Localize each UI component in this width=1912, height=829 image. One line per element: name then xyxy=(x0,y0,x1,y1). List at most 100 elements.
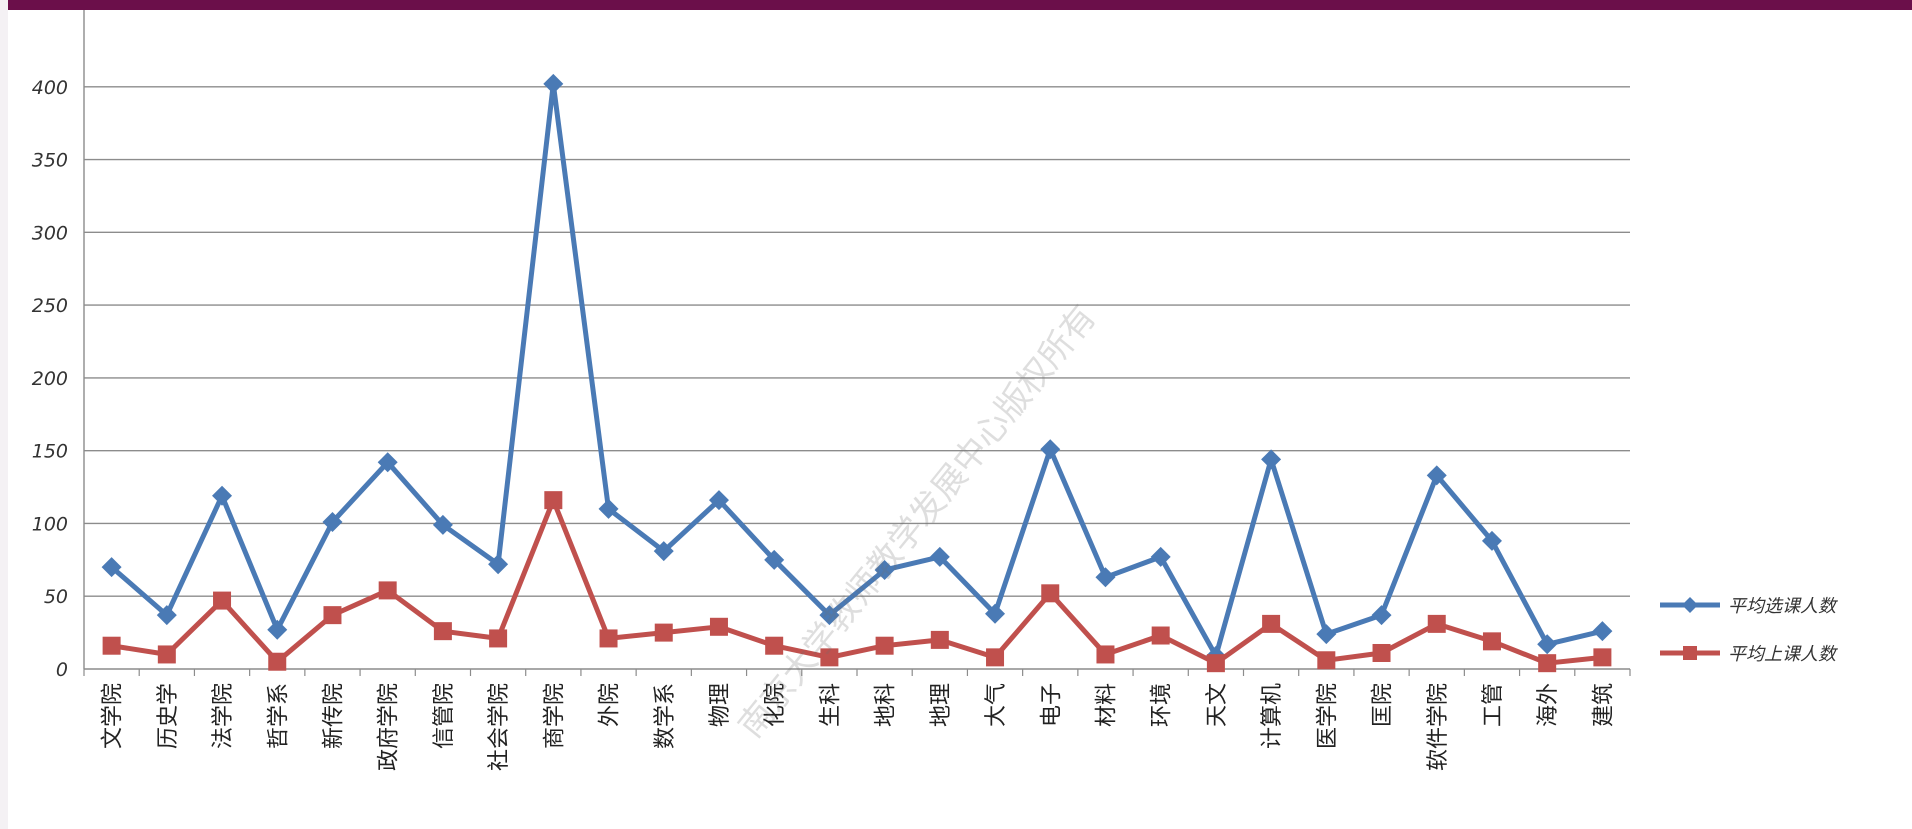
x-tick-label: 地理 xyxy=(929,683,954,727)
x-tick-label: 信管院 xyxy=(432,683,457,749)
x-tick-label: 社会学院 xyxy=(487,683,512,771)
data-point xyxy=(1537,634,1558,655)
data-point xyxy=(1593,648,1612,667)
x-tick-label: 哲学系 xyxy=(266,683,291,749)
data-point xyxy=(102,636,121,655)
x-tick-label: 文学院 xyxy=(101,683,126,749)
x-tick-labels: 文学院 历史学 法学院 哲学系 新传院 政府学院 信管院 社会学院 商学院 外院 数学系 物理 化院 生科… xyxy=(101,683,1617,771)
data-point xyxy=(1096,645,1115,664)
data-point xyxy=(378,581,397,600)
x-tick-label: 天文 xyxy=(1205,683,1230,727)
data-point xyxy=(1206,654,1225,673)
data-point xyxy=(156,605,177,626)
x-tick-label: 材料 xyxy=(1094,683,1119,727)
data-point xyxy=(213,591,232,610)
data-point xyxy=(653,541,674,562)
y-tick-label: 250 xyxy=(32,295,68,317)
data-point xyxy=(1317,651,1336,670)
data-point xyxy=(1041,584,1060,603)
y-tick-label: 100 xyxy=(32,513,68,535)
x-tick-label: 大气 xyxy=(984,683,1009,727)
x-tick-label: 电子 xyxy=(1039,683,1064,727)
series xyxy=(101,73,1613,673)
data-point xyxy=(488,554,509,575)
data-point xyxy=(1481,530,1502,551)
x-tick-label: 商学院 xyxy=(542,683,567,749)
x-tick-label: 软件学院 xyxy=(1426,683,1451,771)
data-point xyxy=(212,485,233,506)
y-tick-label: 0 xyxy=(56,659,68,681)
x-tick-label: 数学系 xyxy=(653,683,678,749)
data-point xyxy=(654,623,673,642)
data-point xyxy=(432,514,453,535)
legend-marker xyxy=(1682,597,1698,613)
data-point xyxy=(489,629,508,648)
data-point xyxy=(1538,654,1557,673)
x-tick-label: 法学院 xyxy=(211,683,236,749)
data-point xyxy=(1372,643,1391,662)
data-point xyxy=(929,546,950,567)
data-point xyxy=(101,557,122,578)
gridlines xyxy=(84,86,1630,597)
legend-marker xyxy=(1683,646,1697,660)
x-tick-label: 医学院 xyxy=(1315,683,1340,749)
data-point xyxy=(708,490,729,511)
legend-label: 平均上课人数 xyxy=(1728,644,1838,665)
data-point xyxy=(709,617,728,636)
axes xyxy=(83,10,1631,676)
y-tick-labels: 0 50 100 150 200 250 300 350 400 xyxy=(32,77,68,681)
data-point xyxy=(1427,614,1446,633)
x-tick-label: 建筑 xyxy=(1591,683,1616,727)
data-point xyxy=(1592,621,1613,642)
top-accent-bar xyxy=(0,0,1912,10)
x-tick-label: 地科 xyxy=(874,683,899,727)
x-tick-label: 新传院 xyxy=(321,683,346,749)
y-tick-label: 50 xyxy=(44,586,68,608)
data-point xyxy=(874,560,895,581)
data-point xyxy=(1040,439,1061,460)
data-point xyxy=(267,619,288,640)
data-point xyxy=(1151,626,1170,645)
x-tick-label: 政府学院 xyxy=(377,683,402,771)
series-line xyxy=(109,81,1605,659)
x-tick-label: 外院 xyxy=(598,683,623,727)
series-line xyxy=(109,497,1605,666)
data-point xyxy=(985,603,1006,624)
data-point xyxy=(1371,605,1392,626)
x-tick-label: 计算机 xyxy=(1260,683,1285,749)
x-tick-label: 匡院 xyxy=(1371,683,1396,727)
data-point xyxy=(433,622,452,641)
y-tick-label: 150 xyxy=(32,441,68,463)
data-point xyxy=(599,629,618,648)
data-point xyxy=(875,636,894,655)
data-point xyxy=(986,648,1005,667)
data-point xyxy=(1262,614,1281,633)
x-tick-label: 生科 xyxy=(818,683,843,727)
x-tick-label: 历史学 xyxy=(156,683,181,749)
data-point xyxy=(544,491,563,510)
y-tick-label: 200 xyxy=(32,368,68,390)
x-tick-label: 海外 xyxy=(1536,683,1561,727)
y-tick-label: 300 xyxy=(32,222,68,244)
data-point xyxy=(1150,546,1171,567)
data-point xyxy=(323,606,342,625)
y-tick-label: 400 xyxy=(32,77,68,99)
data-point xyxy=(157,645,176,664)
data-point xyxy=(598,498,619,519)
data-point xyxy=(1095,567,1116,588)
data-point xyxy=(1426,465,1447,486)
data-point xyxy=(543,73,564,94)
x-tick-label: 化院 xyxy=(763,683,788,727)
data-point xyxy=(377,452,398,473)
data-point xyxy=(765,636,784,655)
data-point xyxy=(1482,632,1501,651)
data-point xyxy=(322,511,343,532)
data-point xyxy=(819,605,840,626)
data-point xyxy=(820,648,839,667)
data-point xyxy=(930,630,949,649)
watermark-text: 南京大学教师教学发展中心版权所有 xyxy=(731,298,1104,746)
data-point xyxy=(1316,624,1337,645)
left-edge-bar xyxy=(0,0,8,829)
